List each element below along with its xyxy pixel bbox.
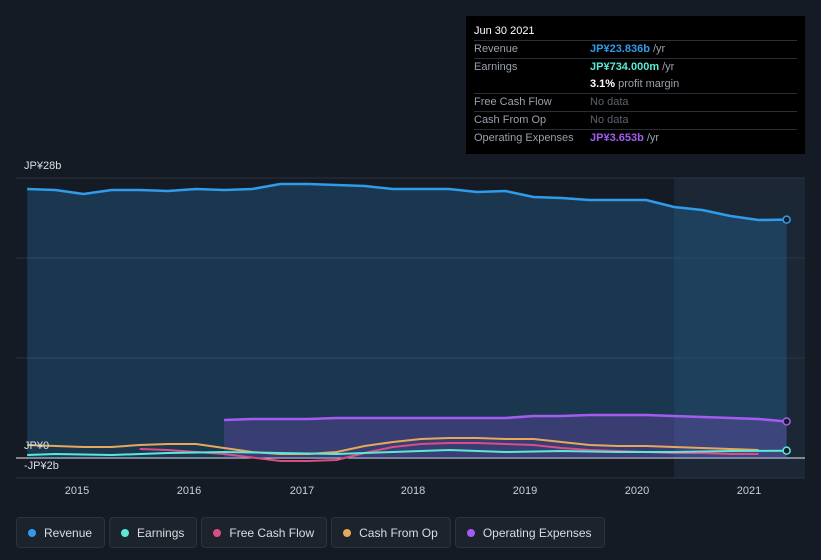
tooltip-label: [474, 76, 590, 93]
y-tick-label-top: JP¥28b: [24, 160, 62, 172]
tooltip-label: Earnings: [474, 61, 518, 73]
tooltip-row-cfo: Cash From Op No data: [474, 111, 797, 129]
series-line-cfo: [27, 437, 759, 455]
tooltip-label: Revenue: [474, 43, 519, 55]
data-tooltip: Jun 30 2021 Revenue JP¥23.836b /yr Earni…: [466, 16, 805, 154]
end-marker-earnings: [782, 446, 791, 455]
tooltip-row-margin: 3.1% profit margin: [474, 76, 797, 93]
legend-dot-icon: [28, 528, 36, 537]
tooltip-row-fcf: Free Cash Flow No data: [474, 93, 797, 111]
tooltip-unit: /yr: [652, 43, 666, 55]
legend-dot-icon: [343, 528, 352, 537]
tooltip-label: Cash From Op: [474, 114, 547, 126]
legend-label: Operating Expenses: [482, 525, 592, 540]
series-line-revenue: [27, 182, 787, 222]
tooltip-row-opex: Operating Expenses JP¥3.653b /yr: [474, 129, 797, 147]
legend-label: Free Cash Flow: [229, 525, 315, 540]
tooltip-label: Free Cash Flow: [474, 96, 552, 108]
tooltip-row-revenue: Revenue JP¥23.836b /yr: [474, 40, 797, 58]
legend-item-earnings[interactable]: Earnings: [109, 517, 198, 548]
x-tick-label-2020: 2020: [624, 485, 650, 497]
series-area-revenue: [27, 184, 787, 458]
end-marker-revenue: [782, 215, 791, 224]
tooltip-unit: /yr: [662, 61, 675, 73]
tooltip-value: JP¥3.653b: [590, 132, 644, 144]
x-tick-label-2021: 2021: [736, 485, 762, 497]
highlight-region: [674, 178, 805, 478]
legend: Revenue Earnings Free Cash Flow Cash Fro…: [16, 517, 605, 548]
y-tick-label-bottom: -JP¥2b: [24, 460, 59, 472]
legend-item-free-cash-flow[interactable]: Free Cash Flow: [201, 517, 328, 548]
tooltip-row-earnings: Earnings JP¥734.000m /yr: [474, 58, 797, 76]
tooltip-unit: profit margin: [618, 78, 680, 90]
legend-item-revenue[interactable]: Revenue: [16, 517, 106, 548]
tooltip-value: 3.1%: [590, 78, 616, 90]
legend-label: Cash From Op: [359, 525, 438, 540]
tooltip-value: JP¥734.000m: [590, 61, 660, 73]
tooltip-label: Operating Expenses: [474, 132, 574, 144]
x-tick-label-2016: 2016: [176, 485, 202, 497]
tooltip-value: No data: [590, 96, 629, 108]
tooltip-date: Jun 30 2021: [474, 25, 535, 37]
series-line-opex: [224, 413, 787, 423]
legend-dot-icon: [213, 528, 222, 537]
legend-dot-icon: [466, 528, 475, 537]
tooltip-value: No data: [590, 114, 629, 126]
y-tick-label-zero: JP¥0: [24, 440, 50, 452]
x-tick-label-2019: 2019: [512, 485, 538, 497]
legend-label: Revenue: [44, 525, 93, 540]
x-tick-label-2017: 2017: [289, 485, 315, 497]
end-marker-opex: [782, 417, 791, 426]
legend-item-cash-from-op[interactable]: Cash From Op: [331, 517, 451, 548]
series-area-opex: [224, 415, 787, 458]
tooltip-unit: /yr: [646, 132, 660, 144]
series-line-earnings: [27, 449, 787, 456]
tooltip-value: JP¥23.836b: [590, 43, 650, 55]
legend-dot-icon: [121, 528, 130, 537]
legend-item-operating-expenses[interactable]: Operating Expenses: [454, 517, 605, 548]
legend-label: Earnings: [137, 525, 185, 540]
x-tick-label-2018: 2018: [400, 485, 426, 497]
x-tick-label-2015: 2015: [64, 485, 90, 497]
